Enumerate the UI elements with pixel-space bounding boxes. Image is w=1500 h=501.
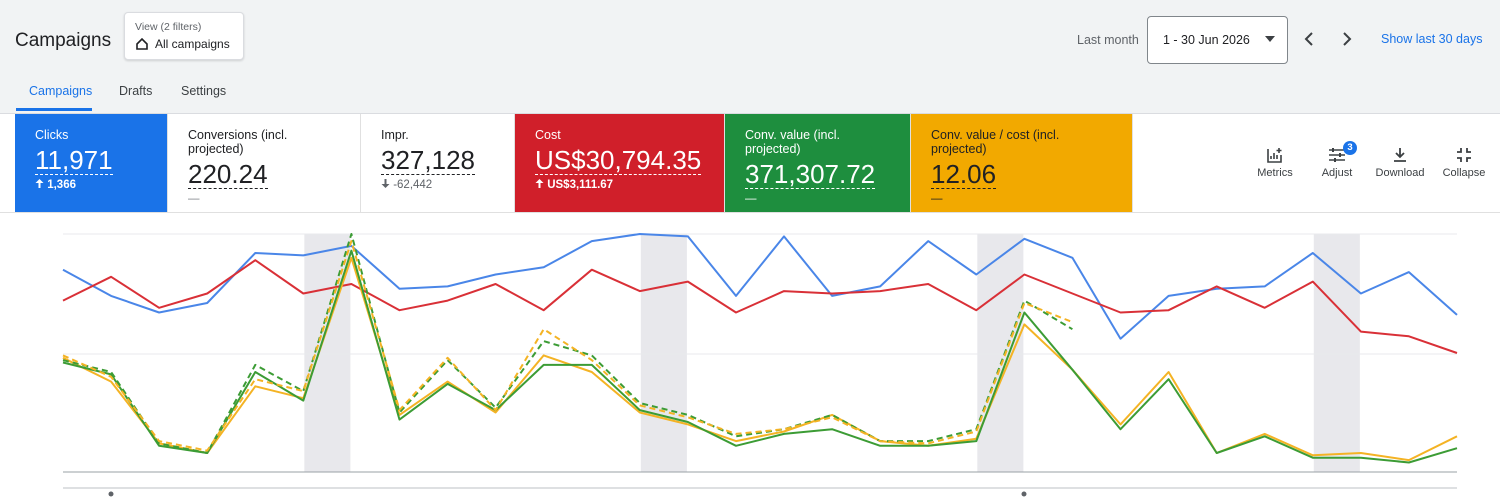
metric-value: 327,128 [381, 145, 475, 175]
tool-label: Collapse [1442, 167, 1486, 179]
view-value: All campaigns [155, 37, 230, 51]
metric-change-row: -62,442 [381, 179, 494, 191]
tool-button[interactable]: Adjust [1307, 146, 1367, 179]
metric-value: 11,971 [35, 145, 113, 175]
adjust-badge: 3 [1343, 141, 1357, 155]
metric-change: US$3,111.67 [547, 179, 614, 191]
tab-underline [16, 108, 92, 111]
weekend-band [977, 234, 1024, 472]
annotation-icon[interactable] [1021, 491, 1027, 497]
metrics-icon [1267, 148, 1282, 163]
metric-label: Conv. value / cost (incl. projected) [931, 128, 1060, 156]
tool-button[interactable]: Collapse [1434, 146, 1494, 179]
metric-card[interactable]: Impr. 327,128 -62,442 [361, 114, 515, 212]
divider [0, 212, 1500, 213]
series-line [62, 240, 1073, 452]
series-line [62, 233, 1458, 340]
show-last-link[interactable]: Show last 30 days [1381, 32, 1483, 46]
metric-change-row: 1,366 [35, 179, 147, 191]
metric-value: US$30,794.35 [535, 145, 702, 175]
metric-card[interactable]: Cost US$30,794.35 US$3,111.67 [515, 114, 725, 212]
weekend-band [304, 234, 351, 472]
adjust-icon [1329, 148, 1345, 162]
weekend-band [1313, 234, 1360, 472]
metric-value: 220.24 [188, 159, 268, 189]
metric-card[interactable]: Clicks 11,971 1,366 [15, 114, 168, 212]
tool-label: Metrics [1257, 167, 1293, 179]
up-arrow [535, 179, 544, 188]
series-line [62, 233, 1073, 454]
metric-card[interactable]: Conversions (incl. projected) 220.24 — [168, 114, 361, 212]
metric-value: 371,307.72 [745, 159, 876, 189]
metric-label: Cost [535, 128, 561, 142]
view-label: View (2 filters) [135, 21, 202, 33]
metric-value: 12.06 [931, 159, 997, 189]
metric-label: Conv. value (incl. projected) [745, 128, 840, 156]
tool-button[interactable]: Metrics [1245, 146, 1305, 179]
view-filter[interactable]: View (2 filters) All campaigns [124, 12, 244, 60]
metric-label: Impr. [381, 128, 409, 142]
tool-button[interactable]: Download [1370, 146, 1430, 179]
weekend-band [640, 234, 687, 472]
series-line [62, 259, 1458, 354]
dropdown-icon [1265, 36, 1275, 42]
metric-change: — [188, 193, 200, 205]
metric-change: — [931, 193, 943, 205]
metric-card[interactable]: Conv. value / cost (incl. projected) 12.… [911, 114, 1133, 212]
up-arrow [35, 179, 44, 188]
date-range: 1 - 30 Jun 2026 [1163, 33, 1250, 47]
page-title: Campaigns [15, 30, 112, 51]
metric-change: 1,366 [47, 179, 76, 191]
tab[interactable]: Settings [181, 84, 227, 98]
tool-label: Adjust [1321, 167, 1353, 179]
metric-change: -62,442 [393, 179, 433, 191]
tab[interactable]: Drafts [119, 84, 153, 98]
series-line [62, 249, 1458, 464]
nav-arrows[interactable] [1302, 31, 1362, 47]
download-icon [1394, 148, 1406, 162]
metric-change: — [745, 193, 757, 205]
collapse-icon [1457, 148, 1471, 162]
home-icon [136, 38, 148, 50]
metric-label: Clicks [35, 128, 69, 142]
metric-label: Conversions (incl. projected) [188, 128, 288, 156]
down-arrow [381, 179, 390, 188]
annotation-icon[interactable] [108, 491, 114, 497]
metric-card[interactable]: Conv. value (incl. projected) 371,307.72… [725, 114, 911, 212]
date-picker[interactable]: 1 - 30 Jun 2026 [1147, 16, 1288, 64]
metric-change-row: US$3,111.67 [535, 179, 704, 191]
tab[interactable]: Campaigns [29, 84, 93, 98]
date-label: Last month [1077, 33, 1139, 47]
tool-label: Download [1375, 167, 1425, 179]
chart [62, 233, 1458, 497]
